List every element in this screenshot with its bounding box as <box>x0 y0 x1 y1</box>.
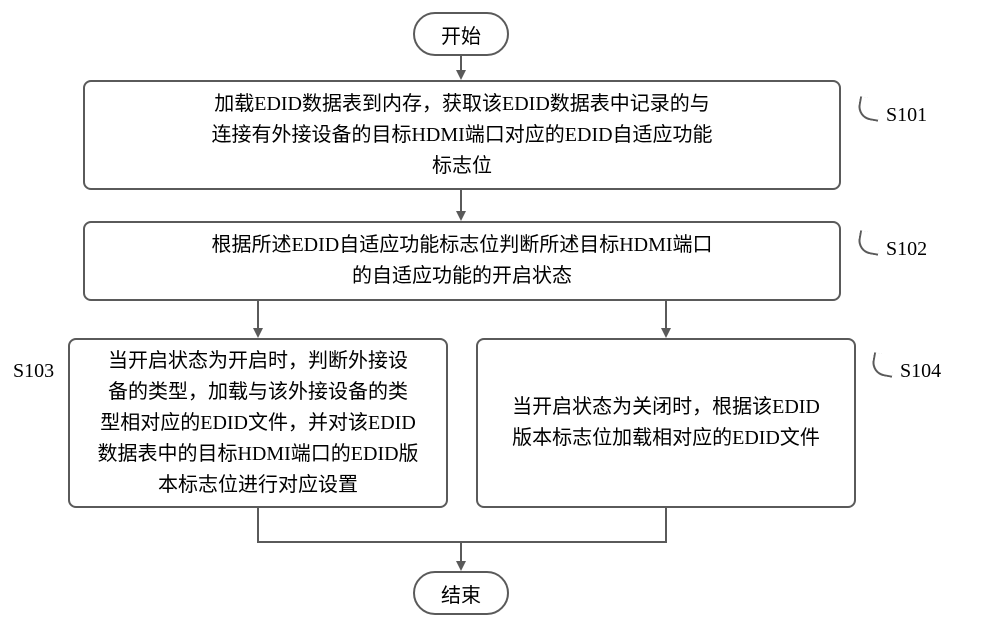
step-s103: 当开启状态为开启时，判断外接设 备的类型，加载与该外接设备的类 型相对应的EDI… <box>68 338 448 508</box>
label-s102: S102 <box>886 238 927 261</box>
start-text: 开始 <box>441 20 481 49</box>
flowchart-canvas: 开始 加载EDID数据表到内存，获取该EDID数据表中记录的与 连接有外接设备的… <box>0 0 1000 629</box>
label-s104: S104 <box>900 360 941 383</box>
step-s102: 根据所述EDID自适应功能标志位判断所述目标HDMI端口 的自适应功能的开启状态 <box>83 221 841 301</box>
leader-s104 <box>870 352 895 377</box>
end-terminator: 结束 <box>413 571 509 615</box>
start-terminator: 开始 <box>413 12 509 56</box>
leader-s102 <box>856 230 881 255</box>
step-s101-text: 加载EDID数据表到内存，获取该EDID数据表中记录的与 连接有外接设备的目标H… <box>211 89 712 182</box>
label-s103: S103 <box>13 360 54 383</box>
leader-s101 <box>856 96 881 121</box>
step-s104-text: 当开启状态为关闭时，根据该EDID 版本标志位加载相对应的EDID文件 <box>512 392 820 454</box>
step-s103-text: 当开启状态为开启时，判断外接设 备的类型，加载与该外接设备的类 型相对应的EDI… <box>97 346 418 501</box>
step-s104: 当开启状态为关闭时，根据该EDID 版本标志位加载相对应的EDID文件 <box>476 338 856 508</box>
edge-s103-merge <box>258 508 461 542</box>
edge-s104-merge <box>461 508 666 542</box>
step-s102-text: 根据所述EDID自适应功能标志位判断所述目标HDMI端口 的自适应功能的开启状态 <box>211 230 712 292</box>
label-s101: S101 <box>886 104 927 127</box>
end-text: 结束 <box>441 579 481 608</box>
step-s101: 加载EDID数据表到内存，获取该EDID数据表中记录的与 连接有外接设备的目标H… <box>83 80 841 190</box>
